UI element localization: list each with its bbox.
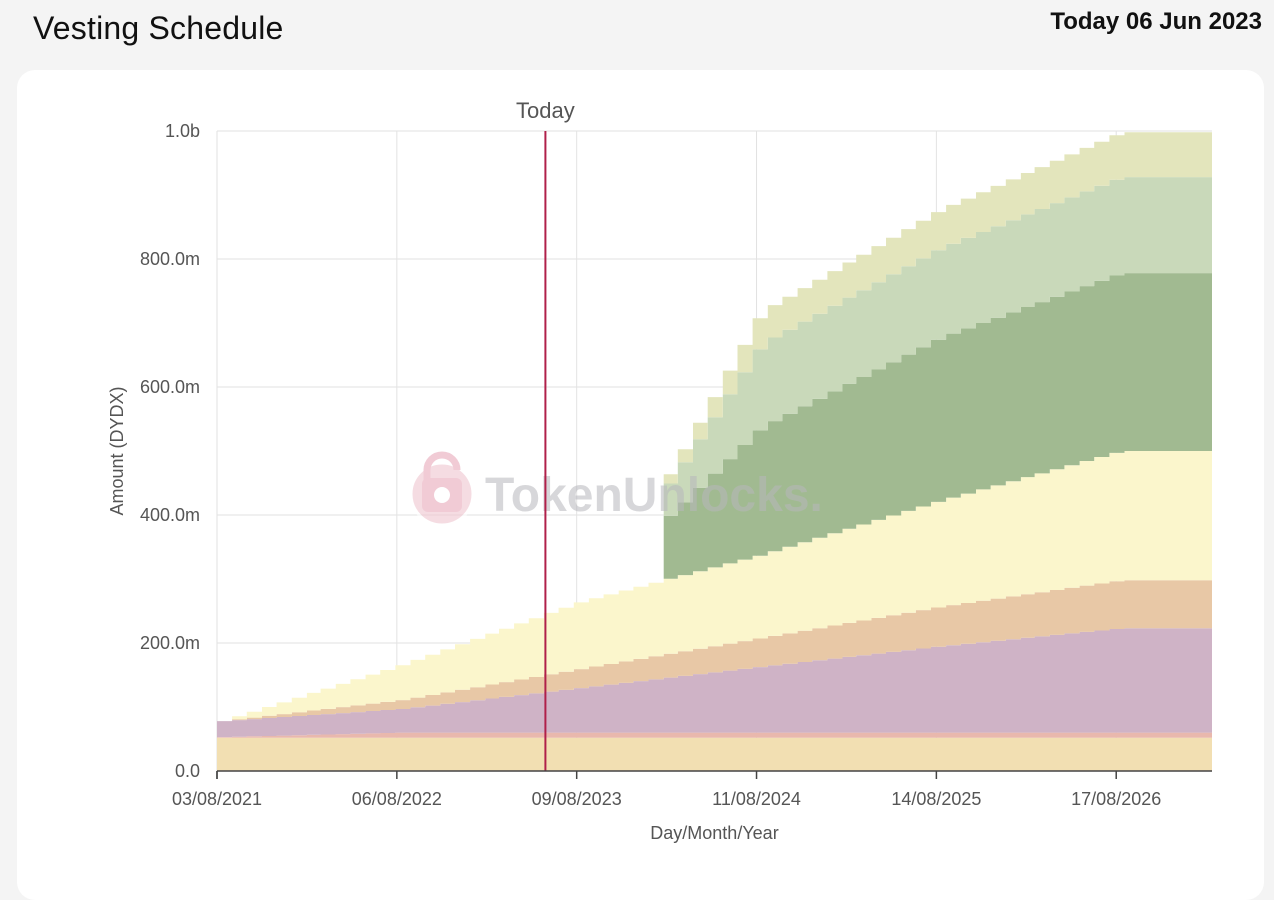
- y-axis-title: Amount (DYDX): [107, 386, 127, 515]
- y-tick-label: 0.0: [175, 761, 200, 781]
- page-title: Vesting Schedule: [33, 10, 284, 46]
- today-marker-label: Today: [516, 98, 575, 123]
- x-tick-label: 11/08/2024: [712, 789, 801, 809]
- x-tick-label: 17/08/2026: [1071, 789, 1161, 809]
- series-area-6[interactable]: [217, 273, 1212, 722]
- series-area-7[interactable]: [217, 177, 1212, 722]
- y-tick-label: 600.0m: [140, 377, 200, 397]
- padlock-icon: [409, 451, 475, 527]
- y-tick-label: 400.0m: [140, 505, 200, 525]
- x-tick-label: 03/08/2021: [172, 789, 262, 809]
- today-date-label: Today 06 Jun 2023: [1050, 8, 1262, 35]
- today-marker: Today: [516, 98, 575, 771]
- y-tick-label: 1.0b: [165, 121, 200, 141]
- x-tick-label: 14/08/2025: [891, 789, 981, 809]
- x-axis-title: Day/Month/Year: [650, 823, 778, 843]
- area-layer[interactable]: [217, 132, 1212, 771]
- x-tick-label: 09/08/2023: [532, 789, 622, 809]
- axis-layer: 0.0 200.0m 400.0m 600.0m 800.0m 1.0b 03/08/202…: [140, 121, 1212, 809]
- series-area-1[interactable]: [217, 737, 1212, 771]
- series-area-2[interactable]: [217, 732, 1212, 738]
- watermark-text: TokenUnlocks.: [485, 469, 823, 522]
- y-tick-label: 200.0m: [140, 633, 200, 653]
- watermark: TokenUnlocks.: [409, 451, 823, 527]
- y-tick-label: 800.0m: [140, 249, 200, 269]
- series-area-5[interactable]: [217, 451, 1212, 722]
- series-area-3[interactable]: [217, 628, 1212, 738]
- x-tick-label: 06/08/2022: [352, 789, 442, 809]
- series-area-4[interactable]: [217, 580, 1212, 722]
